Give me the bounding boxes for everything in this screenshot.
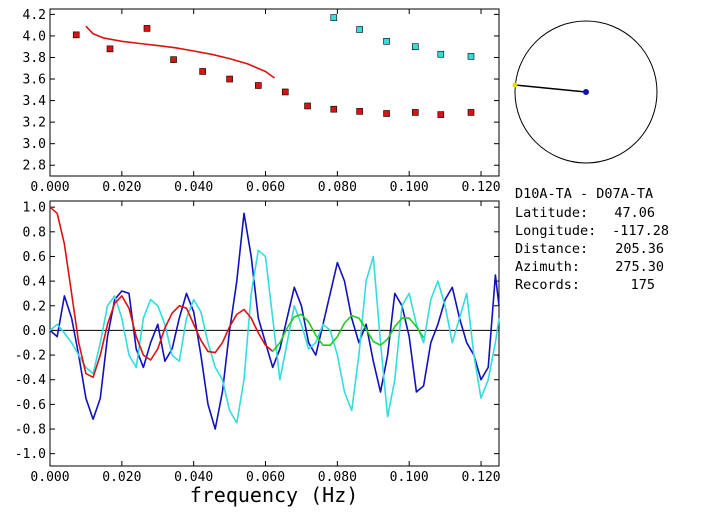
station-pair: D10A-TA - D07A-TA — [515, 186, 653, 202]
correlation-axis-ticks: 0.000 0.020 0.040 0.060 0.080 0.100 0.120 -1.0 -… — [15, 201, 501, 485]
correlation-y-tick-label: 0.4 — [23, 275, 47, 290]
dispersion-y-tick-label: 3.6 — [23, 73, 46, 88]
correlation-y-tick-label: 0.2 — [23, 299, 46, 314]
records-label: Records: — [515, 277, 580, 293]
records-value: 175 — [631, 277, 655, 293]
dispersion-point — [143, 25, 151, 32]
correlation-series-line — [272, 313, 425, 352]
dispersion-y-tick-label: 4.0 — [23, 29, 46, 44]
dispersion-point — [437, 111, 445, 118]
correlation-y-tick-label: -0.6 — [15, 398, 46, 413]
dispersion-point — [412, 43, 419, 51]
correlation-marks — [49, 206, 500, 430]
correlation-y-tick-label: -0.8 — [15, 423, 46, 438]
dispersion-point — [412, 109, 419, 116]
correlation-x-tick-label: 0.100 — [390, 470, 429, 485]
azimuth-circle — [514, 20, 658, 164]
dispersion-point — [304, 102, 311, 110]
dispersion-y-tick-label: 3.2 — [23, 116, 46, 131]
correlation-series-line — [49, 212, 500, 430]
dispersion-point — [356, 108, 363, 115]
latitude-label: Latitude: — [515, 205, 588, 221]
dispersion-point — [281, 88, 289, 96]
dispersion-y-tick-label: 3.8 — [23, 51, 46, 66]
correlation-y-tick-label: 1.0 — [23, 201, 46, 216]
station-center-dot — [583, 89, 589, 95]
azimuth-line — [514, 84, 587, 93]
dispersion-point — [383, 110, 390, 117]
longitude-value: -117.28 — [612, 223, 669, 239]
dispersion-point — [383, 38, 390, 45]
correlation-x-tick-label: 0.040 — [174, 470, 213, 485]
dispersion-y-tick-label: 3.4 — [23, 94, 47, 109]
dispersion-x-tick-label: 0.040 — [174, 180, 213, 195]
azimuth-label: Azimuth: — [515, 259, 580, 275]
dispersion-point — [467, 109, 475, 116]
dispersion-y-tick-label: 4.2 — [23, 8, 46, 23]
dispersion-point — [255, 82, 262, 89]
dispersion-x-tick-label: 0.020 — [102, 180, 141, 195]
dispersion-point — [437, 50, 445, 58]
dispersion-series-line — [85, 25, 275, 79]
correlation-x-tick-label: 0.000 — [30, 470, 69, 485]
correlation-x-tick-label: 0.020 — [102, 470, 141, 485]
longitude-label: Longitude: — [515, 223, 596, 239]
dispersion-point — [199, 68, 206, 75]
dispersion-point — [356, 26, 363, 33]
dispersion-point — [72, 31, 80, 39]
dispersion-x-tick-label: 0.100 — [390, 180, 429, 195]
correlation-y-tick-label: -1.0 — [15, 447, 46, 462]
dispersion-x-tick-label: 0.000 — [30, 180, 69, 195]
dispersion-axis-ticks: 0.000 0.020 0.040 0.060 0.080 0.100 0.120 2.8 3.… — [23, 8, 501, 195]
dispersion-marks — [72, 14, 475, 118]
correlation-series-line — [49, 249, 500, 424]
dispersion-point — [226, 75, 233, 83]
station-end-dot — [512, 82, 518, 88]
x-axis-label: frequency (Hz) — [190, 483, 359, 507]
station-info: D10A-TA - D07A-TA Latitude: 47.06 Longit… — [515, 186, 669, 293]
distance-value: 205.36 — [615, 241, 664, 257]
correlation-x-tick-label: 0.080 — [318, 470, 357, 485]
distance-label: Distance: — [515, 241, 588, 257]
dispersion-x-tick-label: 0.060 — [246, 180, 285, 195]
latitude-value: 47.06 — [614, 205, 655, 221]
correlation-plot-frame — [49, 200, 500, 467]
correlation-x-tick-label: 0.120 — [461, 470, 500, 485]
dispersion-plot-frame — [49, 8, 500, 177]
correlation-y-tick-label: 0.8 — [23, 225, 46, 240]
dispersion-y-tick-label: 3.0 — [23, 137, 46, 152]
dispersion-x-tick-label: 0.120 — [461, 180, 500, 195]
dispersion-y-tick-label: 2.8 — [23, 159, 46, 174]
correlation-y-tick-label: 0.6 — [23, 250, 46, 265]
azimuth-value: 275.30 — [615, 259, 664, 275]
dispersion-point — [170, 56, 177, 63]
correlation-y-tick-label: -0.4 — [15, 373, 46, 388]
correlation-series-line — [49, 206, 274, 379]
dispersion-point — [330, 105, 338, 113]
dispersion-point — [330, 14, 338, 21]
azimuth-polar-plot — [512, 20, 658, 164]
dispersion-x-tick-label: 0.080 — [318, 180, 357, 195]
dispersion-point — [106, 45, 114, 53]
correlation-y-tick-label: 0.0 — [23, 324, 46, 339]
dispersion-point — [467, 53, 475, 60]
correlation-y-tick-label: -0.2 — [15, 349, 46, 364]
correlation-x-tick-label: 0.060 — [246, 470, 285, 485]
